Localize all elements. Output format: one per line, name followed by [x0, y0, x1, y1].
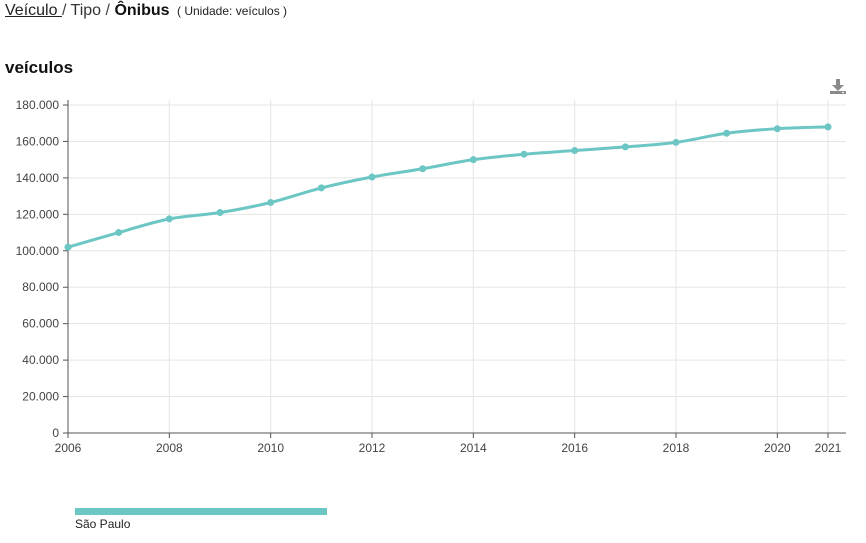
data-point	[419, 165, 427, 173]
breadcrumb: Veículo / Tipo / Ônibus ( Unidade: veícu…	[5, 2, 287, 20]
x-tick-label: 2006	[55, 441, 82, 455]
data-point	[621, 143, 629, 151]
y-tick-label: 40.000	[22, 353, 59, 367]
x-tick-label: 2020	[764, 441, 791, 455]
series-line	[67, 125, 829, 249]
unit-label: ( Unidade: veículos )	[177, 4, 288, 18]
x-tick-label: 2010	[257, 441, 284, 455]
breadcrumb-current: Ônibus	[114, 2, 170, 19]
breadcrumb-item-tipo: Tipo	[70, 2, 102, 19]
x-tick-label: 2008	[156, 441, 183, 455]
data-point	[469, 156, 477, 164]
data-point	[216, 209, 224, 217]
x-tick-label: 2016	[561, 441, 588, 455]
legend-swatch[interactable]	[75, 508, 327, 515]
breadcrumb-separator: /	[105, 2, 110, 19]
data-point	[267, 198, 275, 206]
y-tick-label: 0	[52, 426, 59, 440]
download-icon[interactable]	[829, 78, 847, 95]
breadcrumb-link-veiculo[interactable]: Veículo	[5, 2, 62, 19]
chart-title: veículos	[5, 58, 74, 77]
data-point	[64, 243, 72, 251]
data-point	[824, 123, 832, 131]
x-tick-label: 2021	[815, 441, 842, 455]
data-point	[115, 229, 123, 237]
x-tick-label: 2014	[460, 441, 487, 455]
x-tick-label: 2012	[359, 441, 386, 455]
data-point	[520, 150, 528, 158]
data-point	[773, 125, 781, 133]
x-tick-label: 2018	[663, 441, 690, 455]
breadcrumb-separator: /	[61, 2, 67, 19]
y-tick-label: 20.000	[22, 390, 59, 404]
y-tick-label: 60.000	[22, 317, 59, 331]
data-point	[368, 173, 376, 181]
y-tick-label: 160.000	[16, 134, 60, 148]
data-point	[723, 129, 731, 137]
legend: São Paulo	[75, 508, 327, 531]
data-point	[571, 147, 579, 155]
legend-label: São Paulo	[75, 517, 131, 531]
data-point	[672, 138, 680, 146]
y-tick-label: 180.000	[16, 98, 60, 112]
y-tick-label: 120.000	[16, 207, 60, 221]
data-point	[317, 184, 325, 192]
y-tick-label: 80.000	[22, 280, 59, 294]
data-point	[165, 215, 173, 223]
line-chart: 0 20.000 40.000 60.000 80.000 100.000 120.000 1…	[16, 98, 846, 455]
y-tick-label: 140.000	[16, 171, 60, 185]
y-tick-label: 100.000	[16, 244, 60, 258]
